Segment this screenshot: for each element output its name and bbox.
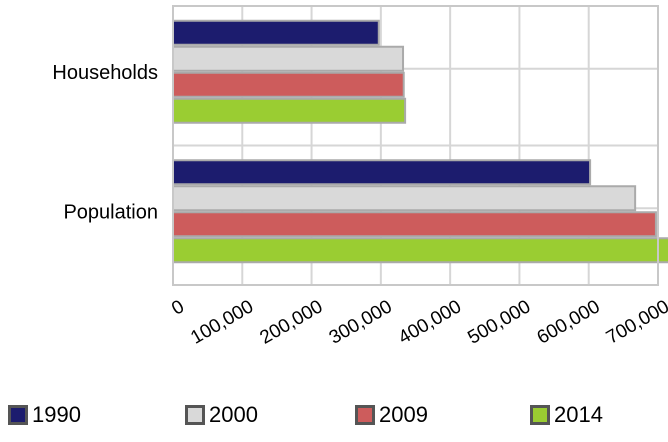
x-tick-label: 600,000 <box>534 296 604 349</box>
bar-households-2014 <box>172 97 407 124</box>
plot-frame <box>172 5 659 286</box>
bar-population-2014 <box>172 237 668 264</box>
x-tick-label: 0 <box>168 296 188 319</box>
bar-population-2009 <box>172 211 657 238</box>
x-tick-label: 300,000 <box>326 296 396 349</box>
legend-item-2000: 2000 <box>185 402 258 428</box>
legend-swatch <box>530 405 550 425</box>
category-labels: Households Population <box>52 62 158 224</box>
bar-households-2009 <box>172 71 405 98</box>
bar-population-1990 <box>172 159 592 186</box>
legend: 1990 2000 2009 2014 <box>0 402 668 442</box>
x-tick-label: 400,000 <box>395 296 465 349</box>
x-tick-label: 100,000 <box>187 296 257 349</box>
legend-swatch <box>355 405 375 425</box>
bar-households-1990 <box>172 19 380 46</box>
x-axis-tick-labels: 0 100,000 200,000 300,000 400,000 500,000 600,… <box>168 296 668 349</box>
bar-population-2000 <box>172 185 637 212</box>
legend-swatch <box>8 405 28 425</box>
legend-item-2014: 2014 <box>530 402 603 428</box>
legend-label: 2009 <box>379 402 428 427</box>
legend-item-1990: 1990 <box>8 402 81 428</box>
bars <box>172 19 668 264</box>
legend-label: 1990 <box>32 402 81 427</box>
category-label-households: Households <box>52 62 158 84</box>
category-label-population: Population <box>63 202 158 224</box>
legend-label: 2014 <box>554 402 603 427</box>
x-tick-label: 500,000 <box>464 296 534 349</box>
bar-chart: Households Population 0 100,000 200,000 300,… <box>52 5 668 349</box>
legend-item-2009: 2009 <box>355 402 428 428</box>
bar-households-2000 <box>172 45 405 72</box>
x-tick-label: 200,000 <box>256 296 326 349</box>
legend-swatch <box>185 405 205 425</box>
legend-label: 2000 <box>209 402 258 427</box>
x-tick-label: 700,000 <box>603 296 668 349</box>
